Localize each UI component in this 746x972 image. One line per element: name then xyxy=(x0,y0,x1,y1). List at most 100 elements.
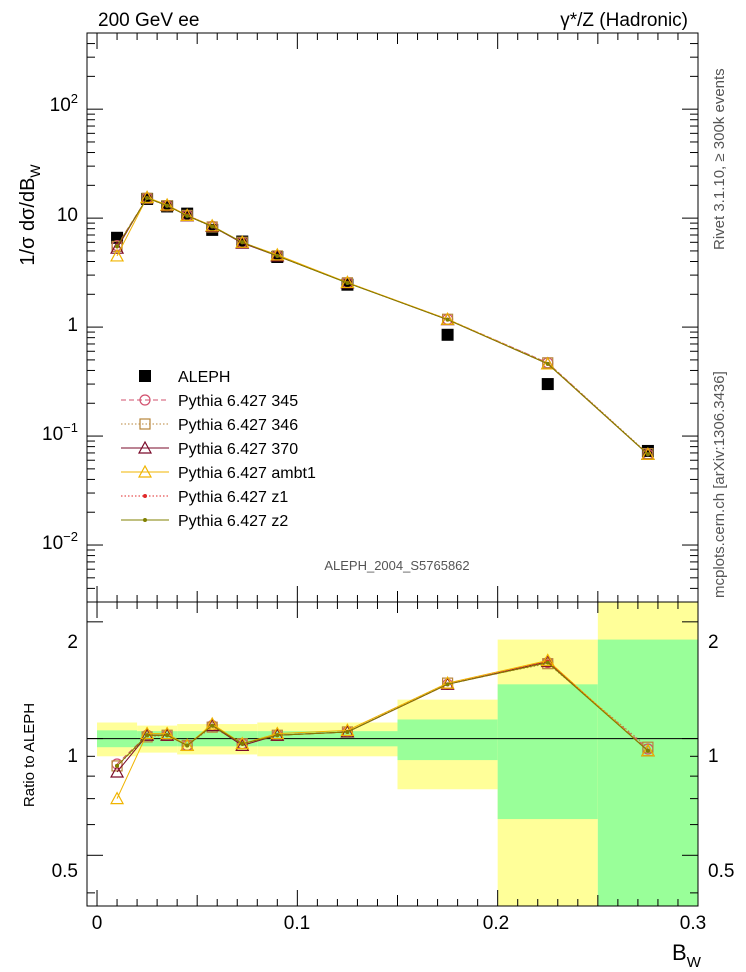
band-inner-6 xyxy=(597,639,698,906)
legend-label: Pythia 6.427 345 xyxy=(178,393,298,410)
main-data-point xyxy=(541,378,554,391)
ratio-data-point xyxy=(240,741,245,746)
ratio-data-point xyxy=(445,682,450,687)
legend-marker xyxy=(139,394,151,406)
main-data-point xyxy=(145,196,150,201)
ratio-data-point xyxy=(210,723,215,728)
side-note-top: Rivet 3.1.10, ≥ 300k events xyxy=(711,68,728,250)
legend-marker xyxy=(137,440,153,454)
ratio-data-point xyxy=(640,743,655,757)
main-data-point xyxy=(240,240,245,245)
legend-marker xyxy=(139,370,151,382)
ratio-data-point xyxy=(140,726,155,740)
main-series-line xyxy=(116,197,649,455)
main-data-point xyxy=(235,235,250,248)
main-data-point xyxy=(645,452,650,457)
ratio-data-point xyxy=(545,660,550,665)
x-tick-labels: 0 0.1 0.2 0.3 xyxy=(92,913,707,934)
x-axis-label: BW xyxy=(672,940,702,971)
main-series-layer xyxy=(110,190,655,460)
main-series-line xyxy=(116,197,649,455)
y-tick-label-1e2: 102 xyxy=(50,91,78,116)
ratio-tick-0.5-right: 0.5 xyxy=(708,861,734,882)
ratio-tick-0.5-left: 0.5 xyxy=(52,861,78,882)
ratio-data-point xyxy=(115,763,120,768)
y-tick-label-1e-2: 10−2 xyxy=(42,529,78,554)
ratio-panel-frame xyxy=(86,601,699,907)
main-data-point xyxy=(140,190,155,203)
main-data-point xyxy=(640,447,655,460)
x-tick-label-0.2: 0.2 xyxy=(483,913,509,934)
legend-marker xyxy=(137,464,153,478)
main-series-line xyxy=(116,197,649,454)
ratio-data-point xyxy=(205,718,220,732)
main-series-line xyxy=(116,197,649,455)
main-y-axis-label: 1/σ dσ/dBW xyxy=(17,164,43,266)
side-note-bottom: mcplots.cern.ch [arXiv:1306.3436] xyxy=(711,371,728,598)
legend-label: ALEPH xyxy=(178,369,230,386)
ratio-series-layer xyxy=(110,653,655,805)
axis-ticks xyxy=(87,32,699,906)
header-left: 200 GeV ee xyxy=(98,10,199,31)
ratio-data-point xyxy=(340,723,355,736)
ratio-data-point xyxy=(160,726,175,740)
main-data-point xyxy=(545,361,550,366)
main-data-point xyxy=(275,253,280,258)
y-tick-label-1e-1: 10−1 xyxy=(42,420,78,445)
main-data-point xyxy=(180,208,195,221)
ratio-data-point xyxy=(235,738,250,752)
legend-label: Pythia 6.427 z2 xyxy=(178,513,288,530)
main-y-tick-labels: 10−2 10−1 1 10 102 xyxy=(42,91,78,554)
legend-marker xyxy=(143,494,147,498)
ratio-data-point xyxy=(180,738,195,752)
main-data-point xyxy=(210,224,215,229)
legend-marker xyxy=(143,518,147,522)
ratio-data-point xyxy=(270,726,285,740)
ratio-data-point xyxy=(340,724,355,738)
main-series-line xyxy=(116,196,649,455)
y-tick-label-1: 1 xyxy=(67,315,78,336)
ratio-data-point xyxy=(645,748,650,753)
ratio-data-point xyxy=(440,675,455,689)
ratio-data-point xyxy=(540,653,555,667)
ratio-tick-1-right: 1 xyxy=(708,746,719,767)
main-data-point xyxy=(445,317,450,322)
ratio-data-point xyxy=(145,733,150,738)
main-data-point xyxy=(141,192,153,204)
main-data-point xyxy=(110,248,125,262)
ratio-data-point xyxy=(110,764,125,778)
ratio-tick-2-left: 2 xyxy=(67,632,78,653)
band-inner-5 xyxy=(497,684,598,820)
legend-label: Pythia 6.427 z1 xyxy=(178,489,288,506)
legend-label: Pythia 6.427 ambt1 xyxy=(178,465,316,482)
legend-label: Pythia 6.427 370 xyxy=(178,441,298,458)
main-data-point xyxy=(441,328,454,341)
main-data-point xyxy=(115,244,120,249)
main-data-point xyxy=(540,356,555,370)
band-inner-4 xyxy=(397,719,498,761)
main-series-line xyxy=(116,197,649,455)
main-data-point xyxy=(110,240,125,254)
main-series-6 xyxy=(115,196,650,457)
y-tick-label-10: 10 xyxy=(57,205,78,226)
ratio-data-point xyxy=(205,716,220,730)
ratio-data-point xyxy=(275,733,280,738)
main-data-point xyxy=(185,213,190,218)
ratio-data-point xyxy=(165,733,170,738)
ratio-series-5 xyxy=(115,660,650,768)
ratio-data-point xyxy=(110,791,125,805)
legend-marker xyxy=(139,418,151,430)
legend-label: Pythia 6.427 346 xyxy=(178,417,298,434)
x-tick-label-0: 0 xyxy=(92,913,103,934)
ratio-y-tick-labels: 0.5 1 2 0.5 1 2 xyxy=(52,632,735,882)
main-data-point xyxy=(165,203,170,208)
ratio-y-axis-label: Ratio to ALEPH xyxy=(21,703,38,807)
main-data-point xyxy=(345,280,350,285)
header-right: γ*/Z (Hadronic) xyxy=(560,10,688,31)
ratio-tick-2-right: 2 xyxy=(708,632,719,653)
x-tick-label-0.3: 0.3 xyxy=(680,913,706,934)
ratio-tick-1-left: 1 xyxy=(67,746,78,767)
legend: ALEPH Pythia 6.427 345 Pythia 6.427 346 Pyt… xyxy=(121,369,316,530)
ratio-data-point xyxy=(185,743,190,748)
